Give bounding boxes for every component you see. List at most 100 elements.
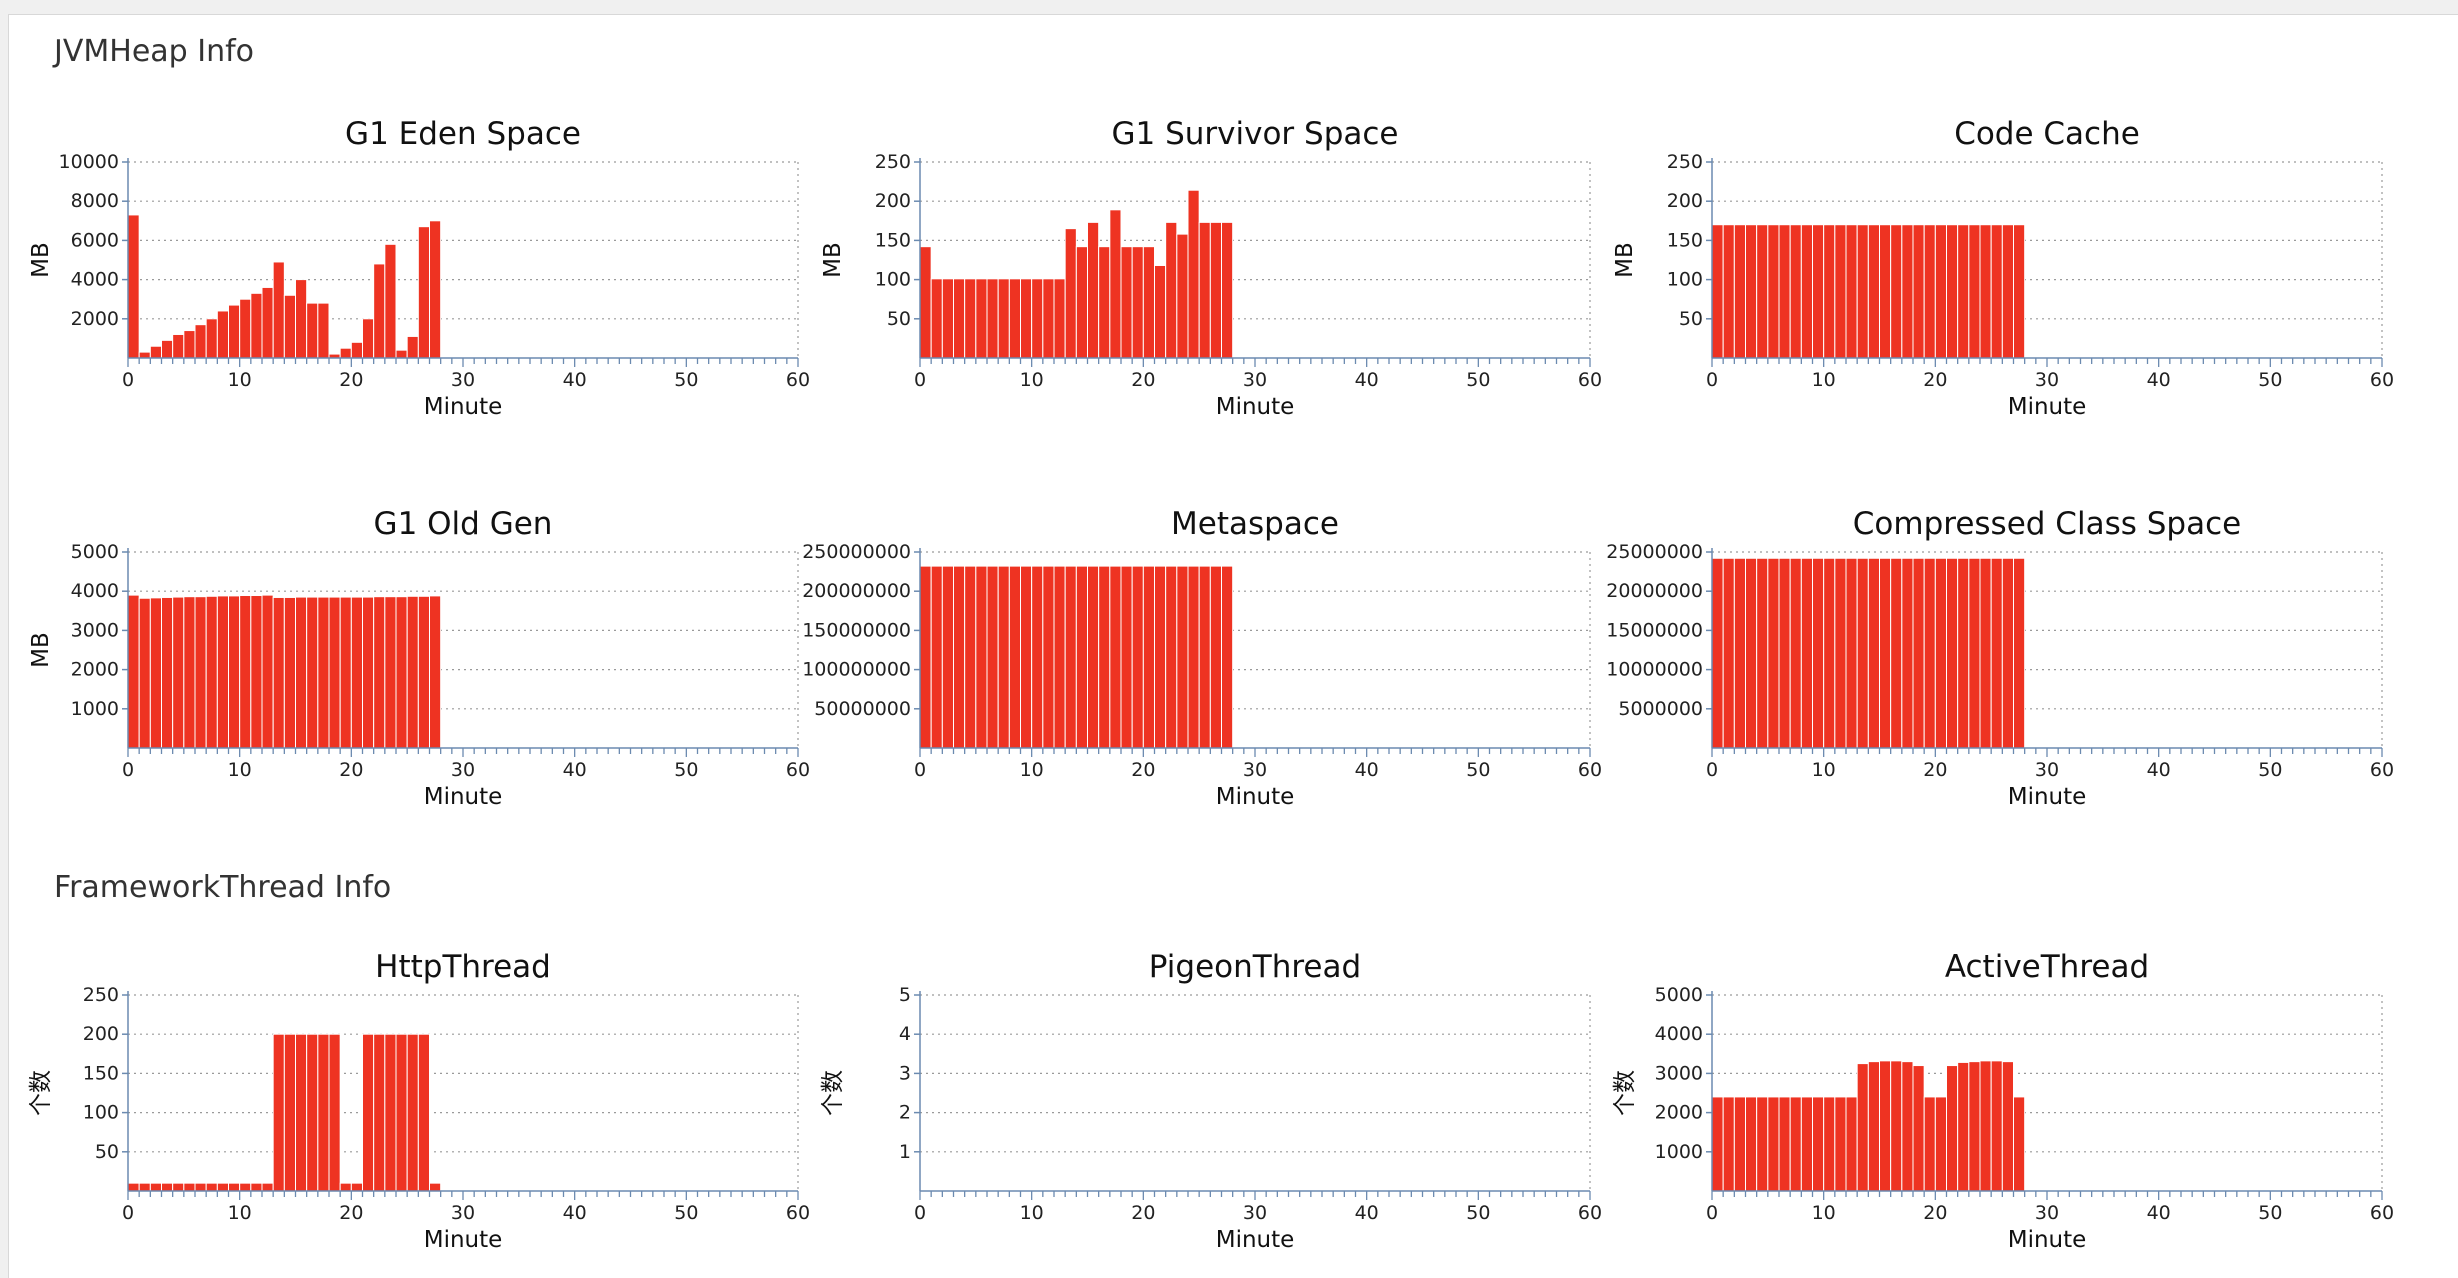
bar — [1020, 565, 1033, 749]
bar — [205, 595, 218, 749]
bar — [1778, 224, 1791, 359]
bar — [339, 347, 352, 359]
bar — [1923, 224, 1936, 359]
y-tick-label: 5000 — [1655, 984, 1703, 1006]
bar — [250, 292, 263, 359]
bar — [1053, 565, 1066, 749]
x-tick-label: 20 — [1131, 369, 1155, 391]
y-tick-label: 50 — [95, 1141, 119, 1163]
bar — [395, 1033, 408, 1192]
bar — [406, 335, 419, 359]
bar — [1923, 557, 1936, 749]
bar — [1756, 224, 1769, 359]
bar — [362, 318, 375, 359]
chart-title: G1 Old Gen — [374, 506, 553, 542]
x-tick-label: 30 — [1243, 759, 1267, 781]
y-tick-label: 200 — [875, 190, 911, 212]
y-tick-label: 3000 — [71, 619, 119, 641]
bar — [953, 278, 966, 359]
chart-metaspace: Metaspace 50000000 100000000 150000000 20000… — [802, 506, 1602, 810]
x-tick-label: 0 — [1706, 369, 1718, 391]
bar — [1946, 224, 1959, 359]
y-tick-label: 100 — [1667, 269, 1703, 291]
bar — [1142, 565, 1156, 749]
y-tick-label: 250 — [1667, 151, 1703, 173]
x-tick-label: 60 — [786, 369, 810, 391]
bar — [2001, 557, 2015, 749]
bar — [1867, 224, 1881, 359]
bar — [1778, 1096, 1791, 1192]
chart-title: ActiveThread — [1945, 949, 2149, 985]
bar — [127, 594, 140, 749]
x-tick-label: 20 — [1131, 759, 1155, 781]
bar — [1031, 278, 1044, 359]
y-tick-label: 250 — [875, 151, 911, 173]
bar — [1890, 224, 1903, 359]
x-tick-label: 30 — [1243, 369, 1267, 391]
bar — [417, 595, 431, 749]
bar — [228, 595, 241, 749]
y-tick-label: 100 — [83, 1102, 119, 1124]
bar — [1834, 557, 1847, 749]
x-tick-label: 40 — [1355, 1202, 1379, 1224]
bar — [328, 1033, 341, 1192]
bar — [1756, 1096, 1769, 1192]
bar — [1020, 278, 1033, 359]
bar — [1733, 224, 1747, 359]
chart-title: Code Cache — [1954, 116, 2140, 152]
bar — [1823, 1096, 1836, 1192]
bar — [161, 596, 174, 749]
x-tick-label: 30 — [2035, 1202, 2059, 1224]
bar — [1221, 565, 1234, 749]
bar — [1979, 1060, 1992, 1192]
x-tick-label: 0 — [122, 1202, 134, 1224]
y-tick-label: 2000 — [71, 659, 119, 681]
bar — [250, 595, 263, 749]
bar — [295, 596, 308, 749]
y-tick-label: 1000 — [71, 698, 119, 720]
bar — [2013, 224, 2026, 359]
chart-title: PigeonThread — [1149, 949, 1361, 985]
bar — [1901, 557, 1914, 749]
bar — [1165, 565, 1178, 749]
bar — [161, 1182, 174, 1192]
bar — [975, 278, 988, 359]
bar — [1946, 1065, 1959, 1192]
y-tick-label: 150 — [875, 229, 911, 251]
y-tick-label: 20000000 — [1606, 580, 1703, 602]
y-tick-label: 1 — [899, 1141, 911, 1163]
x-axis-label: Minute — [424, 1227, 503, 1253]
bar — [1209, 565, 1223, 749]
bar — [1968, 1061, 1981, 1192]
x-axis-label: Minute — [1216, 1227, 1295, 1253]
bar — [317, 1033, 330, 1192]
x-tick-label: 30 — [451, 1202, 475, 1224]
y-tick-label: 150000000 — [802, 619, 911, 641]
bar — [1912, 557, 1925, 749]
bar — [2013, 557, 2026, 749]
bar — [1711, 224, 1724, 359]
bar — [216, 595, 229, 749]
y-tick-label: 2000 — [71, 308, 119, 330]
x-tick-label: 40 — [563, 759, 587, 781]
bar — [1209, 221, 1223, 359]
bar — [1823, 557, 1836, 749]
chart-g1-eden-space: G1 Eden Space 2000 4000 6000 8000 10000 0 10 20 3… — [28, 116, 810, 420]
bar — [1087, 221, 1100, 359]
x-tick-label: 40 — [2147, 1202, 2171, 1224]
bar — [2013, 1096, 2026, 1192]
bar — [205, 318, 218, 359]
bar — [1176, 565, 1189, 749]
bar — [1064, 228, 1077, 359]
bar — [930, 565, 943, 749]
bar — [1075, 565, 1089, 749]
chart-title: G1 Eden Space — [345, 116, 581, 152]
x-axis-label: Minute — [424, 784, 503, 810]
bar — [1979, 557, 1992, 749]
bar — [429, 1182, 442, 1192]
x-tick-label: 50 — [674, 1202, 698, 1224]
x-tick-label: 0 — [914, 1202, 926, 1224]
bar — [1789, 224, 1802, 359]
bar — [1198, 565, 1211, 749]
bar — [317, 596, 330, 749]
